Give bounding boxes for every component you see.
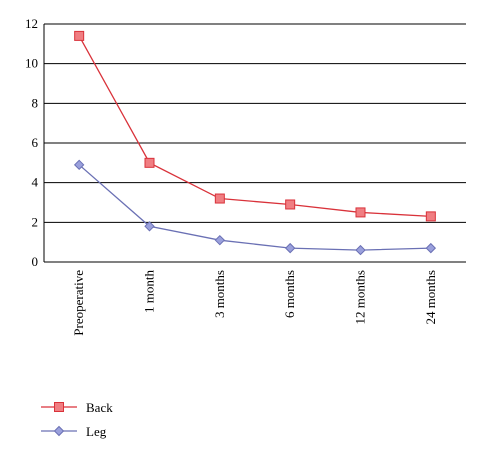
y-tick-label: 2: [32, 214, 39, 229]
gridlines: [44, 23, 466, 263]
y-tick-label: 8: [32, 95, 39, 110]
data-point: [74, 30, 85, 41]
data-point: [214, 193, 225, 204]
series-back: [74, 30, 436, 222]
x-tick-label: 3 months: [212, 270, 227, 318]
data-point: [73, 159, 85, 171]
x-tick-label: 12 months: [353, 270, 368, 325]
legend-item: Leg: [41, 424, 107, 439]
data-point: [214, 234, 226, 246]
y-tick-label: 6: [32, 135, 39, 150]
data-point: [355, 244, 366, 256]
x-tick-label: Preoperative: [71, 270, 86, 336]
y-tick-label: 10: [25, 56, 38, 71]
data-point: [425, 242, 437, 254]
data-point: [285, 199, 296, 210]
legend: Back Leg: [41, 400, 113, 439]
series-line: [78, 164, 431, 251]
series-line: [78, 35, 431, 218]
x-axis-ticks: Preoperative 1 month 3 months 6 months 12 mo…: [71, 270, 438, 336]
y-tick-label: 0: [32, 254, 39, 269]
data-point: [144, 221, 155, 232]
y-axis-ticks: 0 2 4 6 8 10 12: [25, 16, 39, 269]
data-point: [284, 242, 296, 254]
legend-label: Leg: [86, 424, 107, 439]
legend-label: Back: [86, 400, 113, 415]
legend-marker: [53, 425, 65, 437]
series-leg: [73, 159, 437, 256]
x-tick-label: 6 months: [282, 270, 297, 318]
legend-item: Back: [41, 400, 113, 415]
data-point: [425, 211, 436, 222]
data-point: [355, 207, 366, 218]
x-tick-label: 1 month: [142, 270, 157, 313]
data-point: [144, 157, 155, 168]
y-tick-label: 4: [32, 175, 39, 190]
series-layer: [73, 30, 437, 256]
x-tick-label: 24 months: [423, 270, 438, 325]
legend-marker: [54, 402, 64, 412]
y-tick-label: 12: [25, 16, 38, 31]
